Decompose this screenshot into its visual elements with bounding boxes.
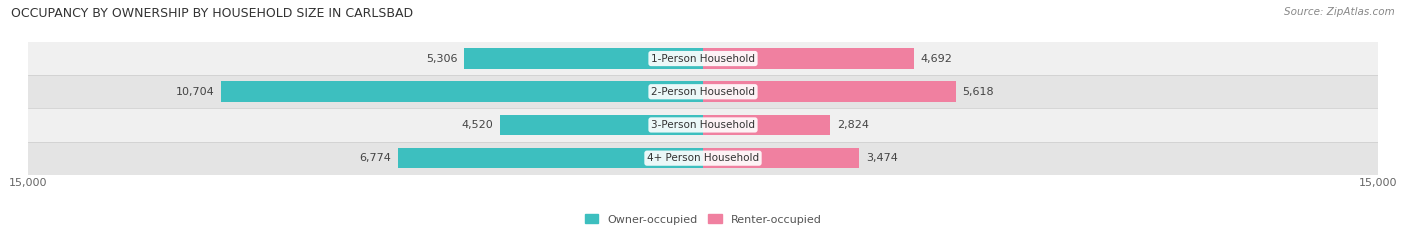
Text: 2-Person Household: 2-Person Household — [651, 87, 755, 97]
Text: 4,692: 4,692 — [921, 54, 953, 64]
Text: 5,306: 5,306 — [426, 54, 457, 64]
Bar — [398, 148, 703, 168]
Bar — [499, 115, 703, 135]
Bar — [703, 48, 914, 69]
Text: 4+ Person Household: 4+ Person Household — [647, 153, 759, 163]
Text: 3,474: 3,474 — [866, 153, 898, 163]
Text: 6,774: 6,774 — [360, 153, 391, 163]
Bar — [703, 148, 859, 168]
Text: 10,704: 10,704 — [176, 87, 215, 97]
Bar — [703, 82, 956, 102]
Text: 5,618: 5,618 — [963, 87, 994, 97]
Text: 2,824: 2,824 — [837, 120, 869, 130]
Text: 1-Person Household: 1-Person Household — [651, 54, 755, 64]
Text: 3-Person Household: 3-Person Household — [651, 120, 755, 130]
Legend: Owner-occupied, Renter-occupied: Owner-occupied, Renter-occupied — [581, 210, 825, 229]
Text: OCCUPANCY BY OWNERSHIP BY HOUSEHOLD SIZE IN CARLSBAD: OCCUPANCY BY OWNERSHIP BY HOUSEHOLD SIZE… — [11, 7, 413, 20]
Bar — [464, 48, 703, 69]
Bar — [221, 82, 703, 102]
Text: Source: ZipAtlas.com: Source: ZipAtlas.com — [1284, 7, 1395, 17]
Bar — [703, 115, 830, 135]
Text: 4,520: 4,520 — [461, 120, 494, 130]
Bar — [28, 42, 1378, 75]
Bar — [28, 142, 1378, 175]
Bar — [28, 75, 1378, 108]
Bar — [28, 108, 1378, 142]
